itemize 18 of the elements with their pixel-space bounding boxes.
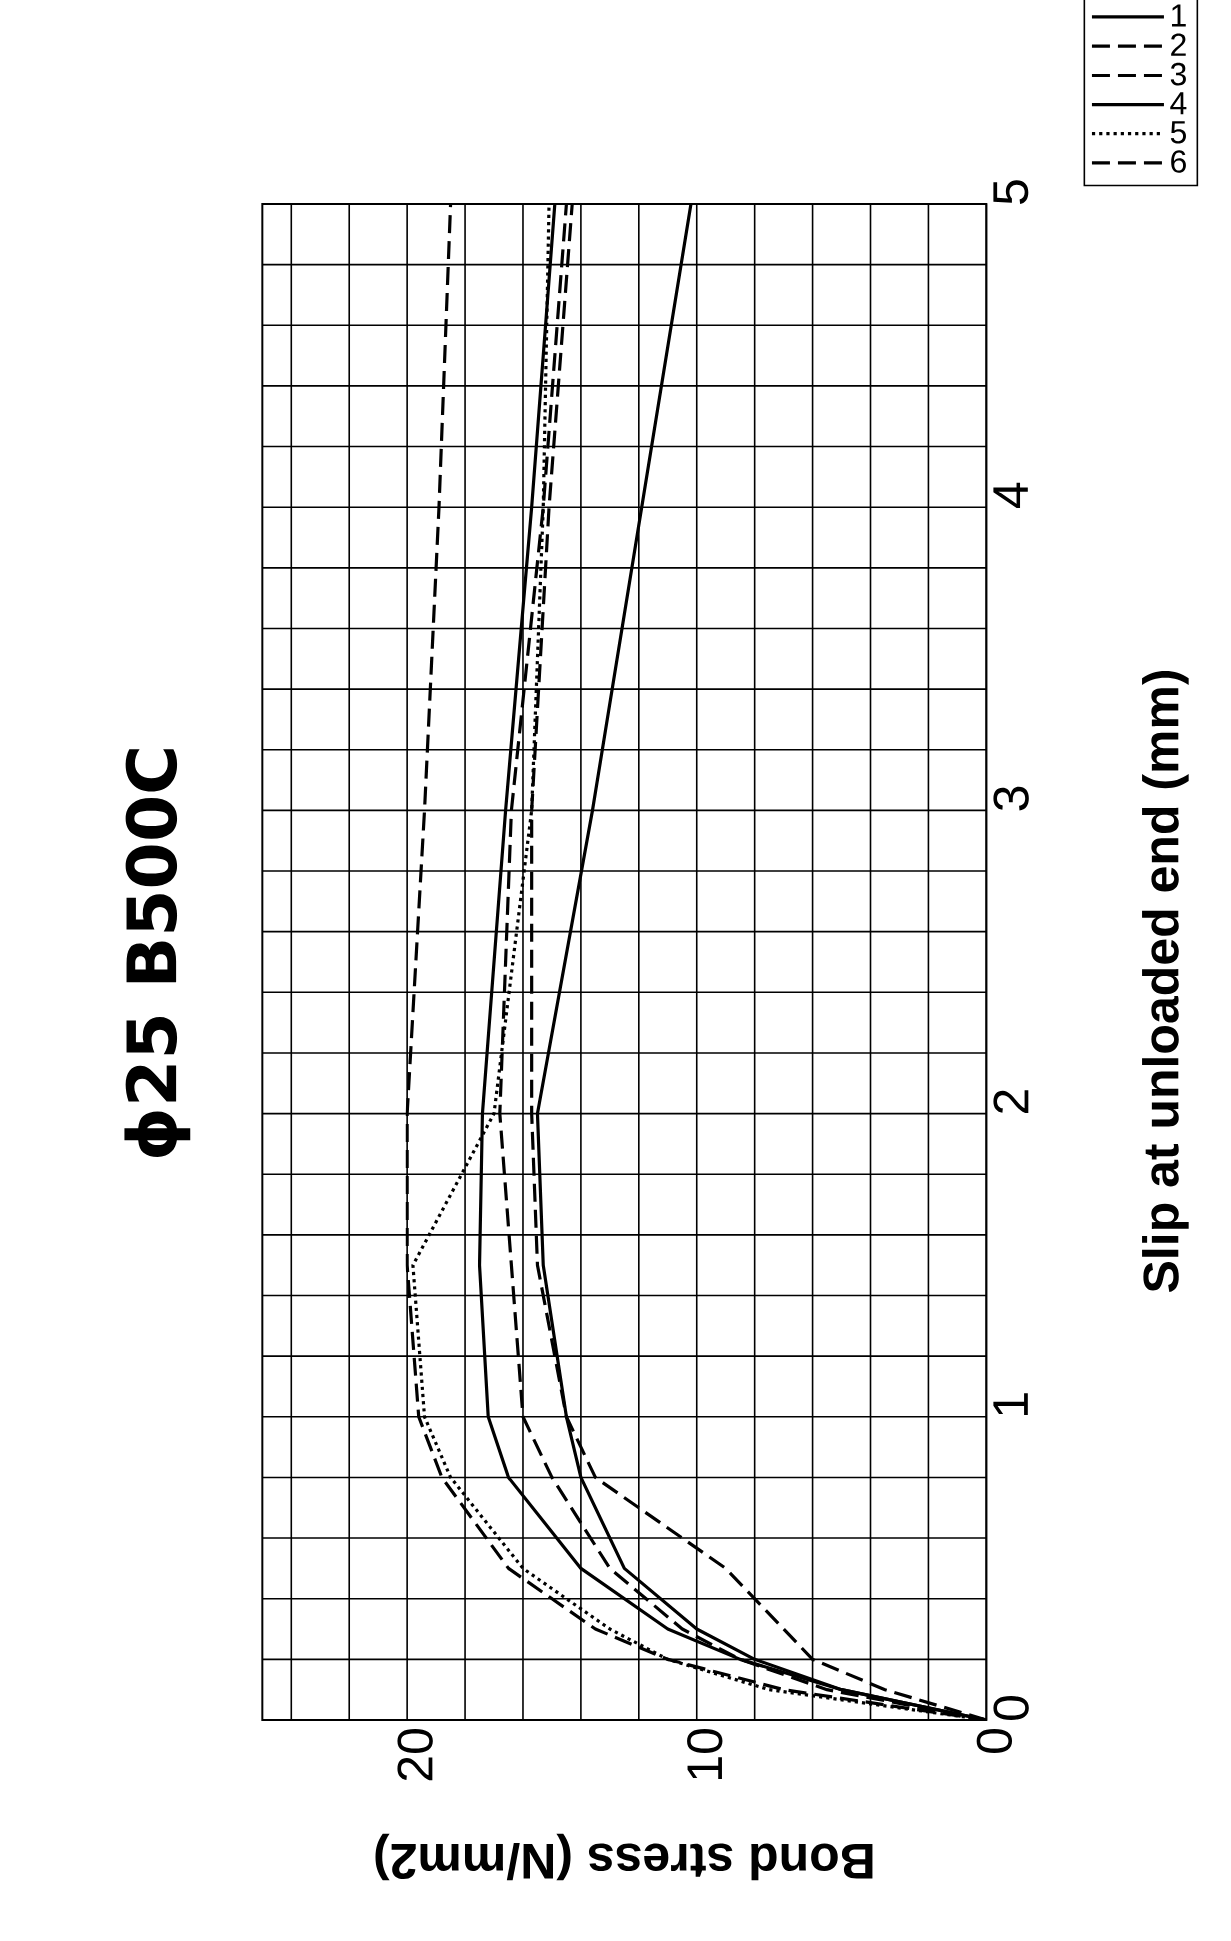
legend-label: 2 <box>1170 33 1186 56</box>
x-tick-label: 0 <box>976 1729 1012 1753</box>
legend-label: 1 <box>1171 4 1186 27</box>
legend-label: 5 <box>1170 121 1186 144</box>
y-tick-label: 1 <box>993 1393 1028 1415</box>
legend-label: 4 <box>1170 92 1187 115</box>
y-tick-label: 0 <box>993 1696 1029 1720</box>
y-tick-label: 5 <box>993 180 1029 204</box>
y-tick-label: 2 <box>993 1090 1029 1113</box>
x-tick-label: 20 <box>397 1729 433 1781</box>
text: ϕ25 B500C <box>124 749 191 1157</box>
legend-label: 6 <box>1171 150 1186 173</box>
y-tick-label: 4 <box>993 482 1028 508</box>
x-tick-label: 10 <box>686 1729 723 1779</box>
y-axis-title: Slip at unloaded end (mm) <box>1141 670 1189 1293</box>
x-axis-title: Bond stress (N/mm2) <box>375 1833 873 1881</box>
y-tick-label: 3 <box>993 786 1029 811</box>
legend-label: 3 <box>1170 62 1186 86</box>
